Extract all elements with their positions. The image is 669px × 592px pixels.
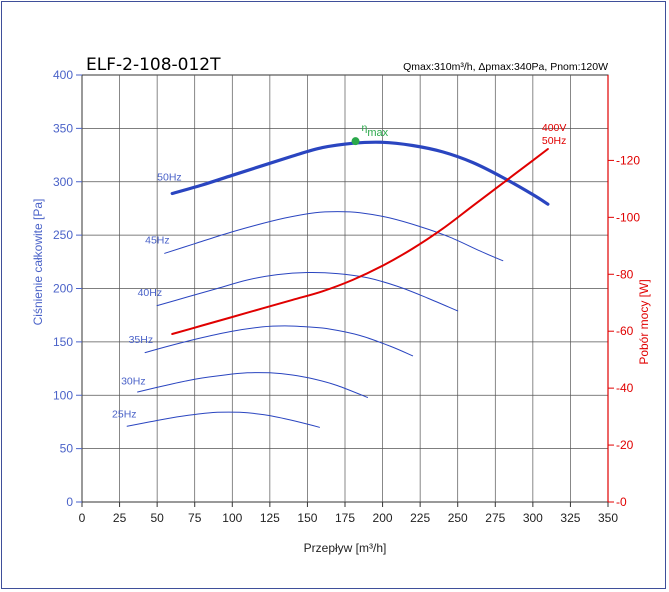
y-tick-label: 150 (53, 335, 73, 349)
pressure-curve-45hz (164, 211, 504, 262)
y2-tick-label: -60 (616, 324, 634, 338)
curve-label-35hz: 35Hz (129, 334, 154, 346)
x-tick-label: 300 (523, 511, 543, 525)
x-tick-label: 150 (297, 511, 317, 525)
x-tick-label: 50 (150, 511, 164, 525)
power-curve-label: 400V (542, 122, 567, 134)
curve-label-50hz: 50Hz (157, 172, 182, 184)
x-tick-label: 0 (79, 511, 86, 525)
x-tick-label: 175 (335, 511, 355, 525)
x-tick-label: 125 (260, 511, 280, 525)
x-tick-label: 200 (373, 511, 393, 525)
y-tick-label: 50 (60, 442, 74, 456)
y-axis-label: Ciśnienie całkowite [Pa] (31, 199, 45, 326)
pressure-curve-50hz (170, 140, 550, 206)
axes: 0 25 50 75 100 125 150 175 200 225 250 275 300 325 350… (53, 68, 640, 525)
x-tick-label: 225 (410, 511, 430, 525)
y-tick-label: 250 (53, 228, 73, 242)
x-tick-label: 325 (560, 511, 580, 525)
y-tick-label: 300 (53, 175, 73, 189)
pressure-curve-40hz (156, 271, 459, 312)
curve-label-25hz: 25Hz (112, 409, 137, 421)
optimum-label: ηmax (362, 122, 389, 139)
y-tick-label: 0 (66, 495, 73, 509)
y2-tick-label: -0 (616, 495, 627, 509)
pressure-curve-35hz (144, 325, 414, 357)
curve-label-40hz: 40Hz (138, 287, 163, 299)
x-tick-label: 25 (113, 511, 127, 525)
y2-tick-label: -40 (616, 381, 634, 395)
y2-tick-label: -20 (616, 438, 634, 452)
y-tick-label: 100 (53, 388, 73, 402)
chart-specs: Qmax:310m³/h, Δpmax:340Pa, Pnom:120W (403, 61, 608, 73)
x-tick-label: 100 (222, 511, 242, 525)
y-tick-label: 200 (53, 282, 73, 296)
x-axis-label: Przepływ [m³/h] (304, 541, 387, 555)
grid (81, 74, 609, 503)
curve-label-30hz: 30Hz (121, 376, 146, 388)
x-tick-label: 350 (598, 511, 618, 525)
series-group (126, 140, 550, 428)
x-tick-label: 250 (448, 511, 468, 525)
curve-label-45hz: 45Hz (145, 235, 170, 247)
power-curve-400v-50hz (171, 148, 549, 335)
y2-tick-label: -80 (616, 267, 634, 281)
power-curve-label: 50Hz (542, 135, 567, 147)
optimum-point-marker (351, 137, 360, 146)
pressure-curve-30hz (137, 372, 368, 398)
y2-tick-label: -100 (616, 210, 640, 224)
y-tick-label: 350 (53, 121, 73, 135)
x-tick-label: 275 (485, 511, 505, 525)
y2-tick-label: -120 (616, 153, 640, 167)
pressure-curve-25hz (126, 411, 320, 428)
y-tick-label: 400 (53, 68, 73, 82)
y2-axis-label: Pobór mocy [W] (637, 279, 651, 364)
chart-title: ELF-2-108-012T (86, 55, 221, 75)
x-tick-label: 75 (188, 511, 202, 525)
